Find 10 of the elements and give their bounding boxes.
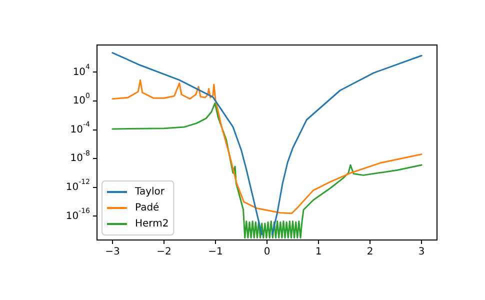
x-tick-label: 3 [418, 246, 425, 258]
x-tick-label: 1 [315, 246, 322, 258]
x-tick-label: 0 [264, 246, 270, 258]
legend-label: Taylor [134, 186, 166, 198]
legend-label: Padé [135, 202, 160, 214]
x-tick-label: −2 [156, 246, 172, 258]
x-tick-label: −1 [208, 246, 223, 258]
x-tick-label: −3 [105, 246, 120, 258]
x-tick-label: 2 [366, 246, 374, 258]
legend-label: Herm2 [135, 218, 169, 230]
